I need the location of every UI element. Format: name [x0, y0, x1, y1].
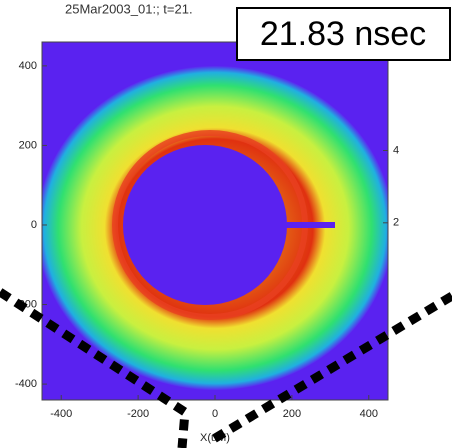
- y2-tick-label: 4: [393, 144, 399, 156]
- inner-disk: [123, 145, 287, 305]
- plot-title: 25Mar2003_01:; t=21.: [65, 1, 193, 16]
- x-tick-label: -400: [50, 408, 72, 420]
- x-tick-label: 0: [212, 408, 218, 420]
- y-tick-label: 400: [19, 60, 37, 72]
- time-box: [236, 7, 451, 61]
- y2-tick-label: 2: [393, 217, 399, 229]
- heatmap: [42, 42, 388, 400]
- x-tick-label: 200: [283, 408, 301, 420]
- dotted-lines: [0, 288, 452, 448]
- time-label: 21.83 nsec: [260, 15, 426, 53]
- x-tick-label: -200: [127, 408, 149, 420]
- y-tick-label: -400: [15, 378, 37, 390]
- y-tick-label: 200: [19, 139, 37, 151]
- stripe: [265, 222, 335, 228]
- x-tick-label: 400: [360, 408, 378, 420]
- y-tick-label: 0: [31, 219, 37, 231]
- dotted-line-right: [209, 292, 452, 444]
